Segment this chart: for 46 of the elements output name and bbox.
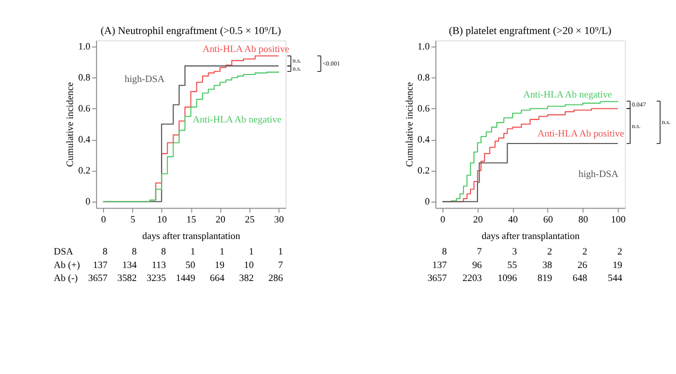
y-axis-title: Cumulative incidence xyxy=(64,82,76,167)
y-tick-label: 1.0 xyxy=(78,42,90,53)
y-tick-label: 0 xyxy=(85,196,90,208)
y-tick-label: 1.0 xyxy=(418,42,430,53)
y-tick-label: 0 xyxy=(424,196,430,208)
series-label: Anti-HLA Ab negative xyxy=(523,90,612,101)
y-tick-label: 0.8 xyxy=(418,72,430,84)
x-tick-label: 80 xyxy=(578,214,588,226)
y-axis-title: Cumulative incidence xyxy=(404,82,416,167)
y-tick-label: 0.4 xyxy=(418,134,430,146)
x-tick-label: 0 xyxy=(440,214,446,226)
chart-title: (B) platelet engraftment (>20 × 10⁹/L) xyxy=(448,26,612,38)
x-tick-label: 100 xyxy=(611,214,626,226)
y-tick-label: 0.4 xyxy=(78,134,90,146)
text: Ab (-) xyxy=(54,272,78,284)
x-axis-title: days after transplantation xyxy=(142,231,240,242)
x-tick-label: 25 xyxy=(244,214,255,226)
x-tick-label: 10 xyxy=(157,214,168,226)
series-label: Anti-HLA Ab positive xyxy=(537,128,624,140)
y-tick-label: 0.2 xyxy=(418,166,430,177)
series-label: Anti-HLA Ab positive xyxy=(202,44,290,55)
x-tick-label: 30 xyxy=(274,214,284,226)
series-label: high-DSA xyxy=(124,74,164,85)
text: 8 8 8 1 1 1 1 xyxy=(102,246,283,258)
x-tick-label: 15 xyxy=(186,214,196,226)
y-tick-label: 0.2 xyxy=(78,166,90,177)
x-tick-label: 0 xyxy=(101,214,106,226)
x-tick-label: 20 xyxy=(473,214,483,226)
x-tick-label: 60 xyxy=(543,214,554,226)
x-tick-label: 5 xyxy=(130,214,136,226)
chart-title: (A) Neutrophil engraftment (>0.5 × 10⁹/L) xyxy=(100,26,282,38)
text: 3657 2203 1096 819 648 544 xyxy=(427,272,622,284)
text: high-DSA xyxy=(578,168,618,180)
x-tick-label: 20 xyxy=(216,214,226,226)
y-tick-label: 0.8 xyxy=(78,72,90,84)
text: DSA xyxy=(54,246,74,258)
x-axis-title: days after transplantation xyxy=(482,231,580,242)
x-tick-label: 40 xyxy=(508,214,518,226)
y-tick-label: 0.6 xyxy=(418,104,430,115)
text: 8 7 3 2 2 2 xyxy=(442,246,622,258)
text: 137 134 113 50 19 10 7 xyxy=(92,260,283,271)
series-label: Anti-HLA Ab negative xyxy=(192,114,282,126)
text: 137 96 55 38 26 19 xyxy=(432,260,622,271)
text: 3657 3582 3235 1449 664 382 286 xyxy=(88,272,283,284)
y-tick-label: 0.6 xyxy=(78,104,90,115)
text: Ab (+) xyxy=(54,260,80,271)
